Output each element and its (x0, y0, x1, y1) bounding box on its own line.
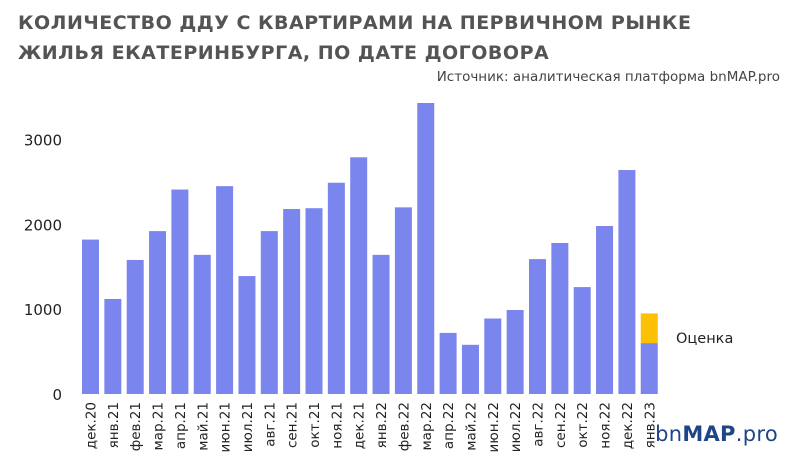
bar-авг.21 (260, 231, 278, 394)
bar-окт.22 (573, 287, 591, 394)
x-tick-label: окт.22 (575, 402, 591, 448)
x-tick-label: июн.22 (486, 402, 502, 452)
x-tick-label: апр.22 (441, 402, 457, 449)
x-tick-label: май.22 (463, 402, 479, 451)
x-tick-label: июл.22 (508, 402, 524, 452)
x-axis-ticks: дек.20 янв.21 фев.21 мар.21 апр.21 май.21 июн.… (84, 402, 659, 452)
bar-апр.21 (171, 189, 189, 394)
estimate-bar-янв.23 (640, 313, 658, 344)
bar-сен.21 (283, 209, 301, 394)
bnmap-logo: bnMAP.pro (655, 422, 778, 446)
x-tick-label: апр.21 (173, 402, 189, 449)
x-tick-label: ноя.22 (598, 402, 614, 449)
bar-дек.22 (618, 170, 636, 394)
bar-янв.21 (104, 298, 122, 394)
bar-мар.22 (417, 103, 435, 394)
annotation-group: Оценка (676, 331, 733, 347)
bar-мар.21 (149, 231, 167, 394)
bar-окт.21 (305, 208, 323, 394)
x-tick-label: авг.21 (262, 402, 278, 447)
bar-янв.22 (372, 254, 390, 394)
bar-сен.22 (551, 242, 569, 394)
x-tick-label: янв.21 (106, 402, 122, 448)
x-tick-label: янв.23 (642, 402, 658, 448)
x-tick-label: окт.21 (307, 402, 323, 448)
bar-фев.22 (394, 207, 412, 394)
bar-июн.21 (216, 186, 234, 394)
x-tick-label: июл.21 (240, 402, 256, 452)
bar-фев.21 (126, 259, 144, 394)
x-tick-label: ноя.21 (329, 402, 345, 449)
y-tick-label: 1000 (24, 301, 62, 319)
y-tick-label: 3000 (24, 131, 62, 149)
bar-янв.23 (640, 343, 658, 394)
bar-май.22 (461, 344, 479, 394)
logo-suffix: .pro (735, 422, 778, 446)
x-tick-label: сен.21 (285, 402, 301, 448)
bar-ноя.21 (327, 182, 345, 394)
x-tick-label: фев.22 (396, 402, 412, 451)
y-tick-label: 2000 (24, 216, 62, 234)
y-axis-ticks: 0 1000 2000 3000 (24, 131, 62, 404)
bar-ноя.22 (596, 226, 614, 394)
bar-дек.20 (82, 239, 99, 394)
x-tick-label: дек.22 (620, 402, 636, 449)
bar-апр.22 (439, 332, 457, 394)
x-tick-label: май.21 (195, 402, 211, 451)
bars-group (82, 103, 658, 394)
x-tick-label: дек.20 (84, 402, 100, 449)
estimate-annotation: Оценка (676, 331, 733, 347)
logo-prefix: bn (655, 422, 683, 446)
x-tick-label: июн.21 (218, 402, 234, 452)
bar-май.21 (193, 254, 211, 394)
y-tick-label: 0 (52, 386, 62, 404)
x-tick-label: фев.21 (128, 402, 144, 451)
x-tick-label: мар.22 (419, 402, 435, 451)
x-tick-label: дек.21 (352, 402, 368, 449)
source-note: Источник: аналитическая платформа bnMAP.… (436, 69, 780, 85)
x-tick-label: янв.22 (374, 402, 390, 448)
x-tick-label: авг.22 (531, 402, 547, 447)
logo-main: MAP (682, 422, 736, 446)
bar-июн.22 (484, 318, 502, 394)
x-tick-label: сен.22 (553, 402, 569, 448)
x-tick-label: мар.21 (151, 402, 167, 451)
chart-title: КОЛИЧЕСТВО ДДУ С КВАРТИРАМИ НА ПЕРВИЧНОМ… (18, 12, 692, 64)
bar-авг.22 (529, 259, 546, 394)
bar-июл.22 (506, 310, 524, 394)
bar-июл.21 (238, 276, 256, 394)
bar-дек.21 (350, 157, 368, 394)
